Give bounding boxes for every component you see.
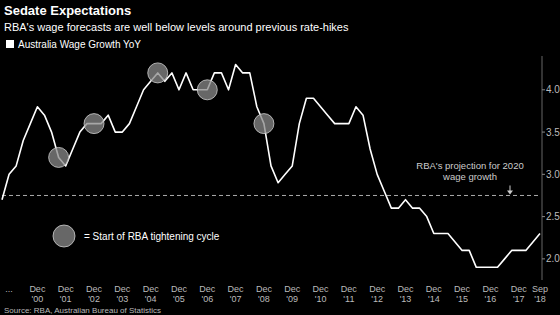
y-tick [542, 89, 545, 90]
x-tick-label: Dec'12 [369, 284, 386, 304]
x-tick-label-part: '14 [428, 294, 440, 304]
x-tick-label: Dec'05 [171, 284, 188, 304]
annotation-line: RBA's projection for 2020 [416, 160, 523, 171]
x-tick-label-part: Dec [511, 284, 528, 294]
annotation-arrowhead [507, 190, 513, 194]
x-tick-label-part: '05 [173, 294, 185, 304]
x-tick-label: Dec'08 [256, 284, 273, 304]
marker [197, 80, 217, 100]
x-tick-label: Dec'00 [29, 284, 46, 304]
x-tick-label-part: Sep [532, 284, 548, 294]
legend-swatch [53, 225, 75, 247]
x-tick-label: Dec'04 [143, 284, 160, 304]
x-tick-label-part: '12 [371, 294, 383, 304]
x-tick-label-part: Dec [256, 284, 273, 294]
x-tick-label: Dec'06 [199, 284, 216, 304]
chart: Sedate Expectations RBA's wage forecasts … [0, 0, 560, 315]
x-tick-label-part: '13 [400, 294, 412, 304]
x-tick-label: Dec'13 [397, 284, 414, 304]
legend-label: Australia Wage Growth YoY [18, 39, 141, 50]
x-tick-label-part: Dec [454, 284, 471, 294]
x-tick-label-part: '02 [88, 294, 100, 304]
x-tick-label-part: Dec [482, 284, 499, 294]
subtitle: RBA's wage forecasts are well below leve… [4, 21, 349, 33]
x-tick-label-part: Dec [143, 284, 160, 294]
x-tick-label-part: Dec [369, 284, 386, 294]
x-tick-label: Dec'11 [341, 284, 358, 304]
marker [254, 114, 274, 134]
x-tick-label: Dec'16 [482, 284, 499, 304]
y-tick-label: 3.0 [546, 169, 560, 180]
source: Source: RBA, Australian Bureau of Statis… [4, 306, 161, 315]
x-tick-label-part: Dec [341, 284, 358, 294]
x-tick-label-part: '03 [116, 294, 128, 304]
y-tick [542, 174, 545, 175]
x-tick-label-part: Dec [29, 284, 46, 294]
x-tick-label-part: '15 [456, 294, 468, 304]
x-tick-label-part: '18 [534, 294, 546, 304]
x-tick-label-part: Dec [313, 284, 330, 294]
x-tick-label-part: ... [5, 284, 13, 294]
x-tick-label-part: '06 [201, 294, 213, 304]
x-tick-label-part: '07 [230, 294, 242, 304]
x-tick-label: Dec'03 [114, 284, 131, 304]
x-tick-label: Dec'14 [426, 284, 443, 304]
x-tick-label: Dec'09 [284, 284, 301, 304]
x-tick-label-part: '17 [513, 294, 525, 304]
marker [148, 63, 168, 83]
y-tick-label: 4.0 [546, 84, 560, 95]
background [0, 0, 560, 315]
x-tick-label-part: '09 [286, 294, 298, 304]
x-tick-label: Dec'02 [86, 284, 103, 304]
x-tick-label-part: Dec [397, 284, 414, 294]
x-tick-label-part: Dec [284, 284, 301, 294]
x-tick-label: Dec'17 [511, 284, 528, 304]
legend-swatch [6, 40, 14, 48]
y-tick [542, 258, 545, 259]
x-tick-label-part: Dec [86, 284, 103, 294]
x-tick-label-part: '04 [145, 294, 157, 304]
annotation-text: RBA's projection for 2020wage growth [416, 160, 523, 182]
y-tick-label: 2.5 [546, 211, 560, 222]
x-tick-label-part: '10 [315, 294, 327, 304]
x-tick-label-part: '11 [343, 294, 354, 304]
x-tick-label: Dec'10 [313, 284, 330, 304]
annotation-line: wage growth [442, 171, 497, 182]
title: Sedate Expectations [4, 3, 131, 18]
marker [84, 114, 104, 134]
x-tick-label-part: Dec [228, 284, 245, 294]
x-tick-label: Dec'07 [228, 284, 245, 304]
y-tick [542, 216, 545, 217]
y-tick-label: 2.0 [546, 253, 560, 264]
reference-line [2, 195, 540, 196]
x-tick-label-part: '00 [32, 294, 44, 304]
x-tick-label-part: Dec [114, 284, 131, 294]
y-tick [542, 132, 545, 133]
x-tick-label-part: Dec [58, 284, 75, 294]
x-tick-label: ... [5, 284, 13, 294]
x-tick-label: Dec'15 [454, 284, 471, 304]
plot-area [2, 63, 540, 267]
x-tick-label-part: '08 [258, 294, 270, 304]
x-tick-label-part: '01 [60, 294, 72, 304]
line-series [2, 64, 540, 267]
y-tick-label: 3.5 [546, 127, 560, 138]
legend-label: = Start of RBA tightening cycle [84, 231, 220, 242]
x-tick-label: Dec'01 [58, 284, 75, 304]
x-tick-label: Sep'18 [532, 284, 548, 304]
x-tick-label-part: Dec [426, 284, 443, 294]
x-tick-label-part: Dec [199, 284, 216, 294]
x-tick-label-part: Dec [171, 284, 188, 294]
marker [49, 147, 69, 167]
x-tick-label-part: '16 [485, 294, 497, 304]
